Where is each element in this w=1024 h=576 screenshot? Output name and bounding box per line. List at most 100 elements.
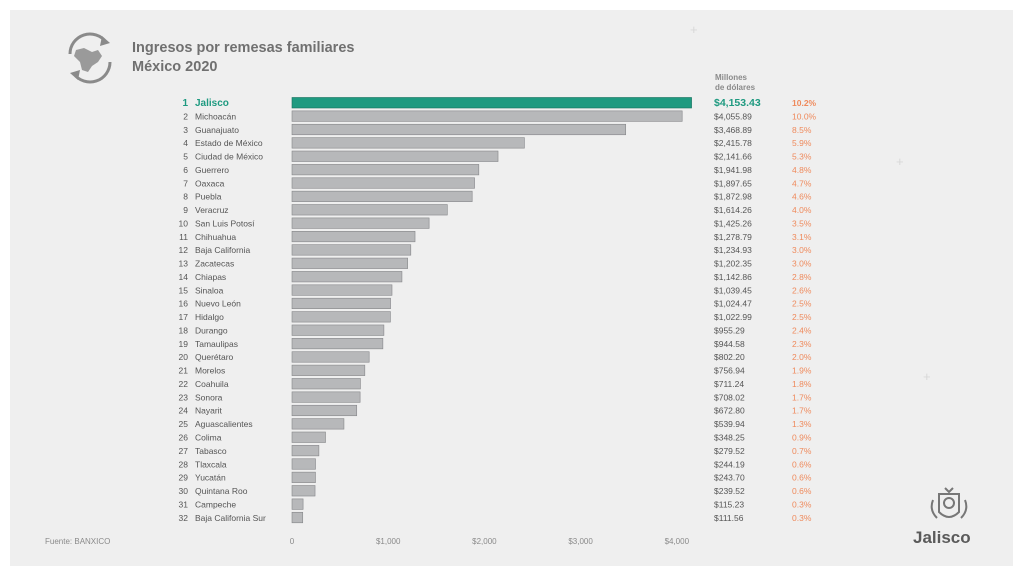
value-label: $111.56 xyxy=(714,513,744,523)
bar xyxy=(291,445,320,457)
rank-label: 16 xyxy=(179,299,189,309)
percent-label: 2.4% xyxy=(792,325,812,335)
percent-label: 0.3% xyxy=(792,513,812,523)
bar xyxy=(291,244,412,256)
rank-label: 6 xyxy=(183,165,188,175)
mexico-map-refresh-icon xyxy=(68,32,112,84)
unit-label-line1: Millones xyxy=(715,73,748,82)
value-label: $711.24 xyxy=(714,379,744,389)
value-label: $802.20 xyxy=(714,352,745,362)
state-label: Chihuahua xyxy=(195,232,236,242)
state-label: Aguascalientes xyxy=(195,419,253,429)
bar xyxy=(291,404,358,417)
percent-label: 2.5% xyxy=(792,312,812,322)
value-label: $1,897.65 xyxy=(714,178,752,188)
bar xyxy=(291,351,370,363)
bar xyxy=(291,297,391,310)
value-label: $539.94 xyxy=(714,419,745,429)
value-label: $1,425.26 xyxy=(714,218,752,228)
rank-label: 9 xyxy=(183,205,188,215)
bar xyxy=(291,391,361,403)
state-label: Ciudad de México xyxy=(195,152,263,162)
decorative-plus-icon: + xyxy=(690,22,698,37)
bar xyxy=(291,123,627,136)
unit-label: Millones de dólares xyxy=(715,73,755,93)
state-label: Querétaro xyxy=(195,352,234,362)
bar xyxy=(291,257,408,269)
rank-label: 29 xyxy=(179,473,189,483)
state-label: Tamaulipas xyxy=(195,339,238,349)
rank-label: 20 xyxy=(179,352,189,362)
rank-label: 26 xyxy=(179,433,189,443)
value-label: $756.94 xyxy=(714,366,745,376)
rank-label: 13 xyxy=(179,259,189,269)
percent-label: 4.8% xyxy=(792,165,812,175)
source-note: Fuente: BANXICO xyxy=(45,537,111,546)
state-label: Guanajuato xyxy=(195,125,239,135)
bar xyxy=(291,97,692,109)
percent-label: 10.0% xyxy=(792,111,817,121)
state-label: Veracruz xyxy=(195,205,229,215)
rank-label: 32 xyxy=(179,513,189,523)
value-label: $955.29 xyxy=(714,325,745,335)
state-label: Coahuila xyxy=(195,379,229,389)
rank-label: 7 xyxy=(183,178,188,188)
state-label: Zacatecas xyxy=(195,259,234,269)
bar xyxy=(291,164,480,176)
percent-label: 1.3% xyxy=(792,419,812,429)
percent-label: 3.1% xyxy=(792,232,812,242)
percent-label: 2.0% xyxy=(792,352,812,362)
percent-label: 0.3% xyxy=(792,499,812,509)
rank-label: 8 xyxy=(183,192,188,202)
state-label: San Luis Potosí xyxy=(195,218,255,228)
rank-label: 2 xyxy=(183,111,188,121)
percent-label: 2.3% xyxy=(792,339,812,349)
percent-label: 0.6% xyxy=(792,459,812,469)
state-label: Morelos xyxy=(195,366,225,376)
state-label: Oaxaca xyxy=(195,178,225,188)
percent-label: 0.9% xyxy=(792,433,812,443)
chart-title-line2: México 2020 xyxy=(132,59,218,75)
x-tick-label: $1,000 xyxy=(376,537,401,546)
state-label: Baja California xyxy=(195,245,251,255)
bar xyxy=(291,338,384,350)
state-label: Guerrero xyxy=(195,165,229,175)
bar xyxy=(291,177,475,189)
x-tick-label: $4,000 xyxy=(665,537,690,546)
percent-label: 4.0% xyxy=(792,205,812,215)
percent-label: 3.0% xyxy=(792,259,812,269)
state-label: Quintana Roo xyxy=(195,486,248,496)
value-label: $3,468.89 xyxy=(714,125,752,135)
bar xyxy=(291,485,316,497)
state-label: Colima xyxy=(195,433,222,443)
brand-wordmark: Jalisco xyxy=(913,528,971,547)
value-label: $672.80 xyxy=(714,406,745,416)
state-label: Hidalgo xyxy=(195,312,224,322)
rank-label: 25 xyxy=(179,419,189,429)
bar xyxy=(291,471,316,483)
bar xyxy=(291,311,391,323)
percent-label: 8.5% xyxy=(792,125,812,135)
chart-title-line1: Ingresos por remesas familiares xyxy=(132,40,355,56)
state-label: Chiapas xyxy=(195,272,226,282)
rank-label: 17 xyxy=(179,312,189,322)
state-label: Durango xyxy=(195,325,228,335)
bar xyxy=(291,150,499,162)
rank-label: 19 xyxy=(179,339,189,349)
bar xyxy=(291,190,473,202)
percent-label: 1.7% xyxy=(792,406,812,416)
state-label: Campeche xyxy=(195,499,236,509)
state-label: Tlaxcala xyxy=(195,459,227,469)
state-label: Sonora xyxy=(195,392,223,402)
decorative-plus-icon: + xyxy=(923,369,931,384)
rank-label: 18 xyxy=(179,325,189,335)
x-tick-label: 0 xyxy=(290,537,295,546)
rank-label: 5 xyxy=(183,152,188,162)
rank-label: 30 xyxy=(179,486,189,496)
percent-label: 1.9% xyxy=(792,366,812,376)
rank-label: 24 xyxy=(179,406,189,416)
decorative-plus-icon: + xyxy=(896,154,904,169)
value-label: $1,278.79 xyxy=(714,232,752,242)
state-label: Yucatán xyxy=(195,473,226,483)
